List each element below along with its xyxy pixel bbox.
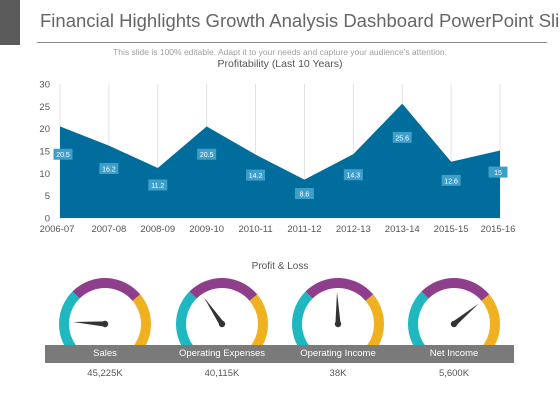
gauge-needle-hub — [101, 320, 109, 328]
gauges-title: Profit & Loss — [251, 261, 309, 272]
gauge-label: Operating Expenses — [162, 345, 282, 363]
data-label-text: 20.5 — [200, 152, 214, 159]
gauge-segment-low — [176, 291, 197, 352]
x-tick-label: 2010-11 — [238, 224, 272, 235]
gauge-segment-high — [479, 294, 500, 352]
x-tick-label: 2015-15 — [434, 224, 469, 235]
gauge-needle-hub — [218, 320, 226, 328]
data-label-text: 12.6 — [444, 178, 458, 185]
title-underline — [37, 42, 547, 43]
gauge-value: 5,600K — [438, 368, 470, 379]
gauge-operating-expenses: Operating Expenses 40,115K — [162, 272, 282, 382]
data-label: 15 — [488, 166, 508, 178]
data-label-box — [148, 179, 168, 191]
title-accent-bar — [0, 0, 20, 45]
gauge-needle — [452, 303, 479, 327]
x-tick-label: 2008-09 — [140, 224, 175, 235]
y-tick-label: 5 — [45, 191, 50, 202]
x-tick-label: 2007-08 — [91, 224, 126, 235]
gauge-dial — [408, 278, 500, 352]
data-label-text: 14.2 — [249, 173, 263, 180]
gauge-segment-mid — [72, 278, 141, 301]
gauge-needle — [204, 297, 225, 326]
gauge-operating-income: Operating Income 38K — [278, 272, 398, 382]
gauge-segment-mid — [421, 278, 490, 301]
data-label: 14.3 — [343, 169, 363, 181]
gauge-segment-high — [130, 294, 151, 352]
x-tick-label: 2015-16 — [481, 224, 516, 235]
data-label-box — [488, 166, 508, 178]
gauge-needle — [73, 321, 106, 327]
data-label: 20.5 — [197, 148, 217, 160]
gauge-segment-low — [59, 291, 80, 352]
y-tick-label: 0 — [45, 214, 50, 225]
x-tick-label: 2009-10 — [189, 224, 224, 235]
area-chart-title: Profitability (Last 10 Years) — [217, 58, 343, 70]
gauge-value: 40,115K — [204, 368, 240, 379]
data-label-text: 25.6 — [395, 135, 409, 142]
data-label-box — [392, 131, 412, 143]
gauge-needle-hub — [334, 320, 342, 328]
gauge-value: 45,225K — [87, 368, 123, 379]
y-tick-label: 20 — [39, 124, 50, 135]
data-label-box — [99, 162, 119, 174]
gauge-label: Net Income — [394, 345, 514, 363]
gauge-net-income: Net Income 5,600K — [394, 272, 514, 382]
gauge-dial — [176, 278, 268, 352]
x-tick-label: 2013-14 — [385, 224, 420, 235]
data-label: 20.5 — [53, 148, 73, 160]
slide-title: Financial Highlights Growth Analysis Das… — [40, 10, 560, 31]
y-tick-label: 10 — [39, 169, 50, 180]
slide-subtitle: This slide is 100% editable. Adapt it to… — [113, 47, 447, 57]
data-label: 11.2 — [148, 179, 168, 191]
gauge-segment-high — [363, 294, 384, 352]
x-tick-label: 2011-12 — [287, 224, 321, 235]
profitability-area — [60, 103, 500, 218]
gauge-sales: Sales 45,225K — [45, 272, 165, 382]
data-label-box — [343, 169, 363, 181]
y-tick-label: 25 — [39, 102, 50, 113]
data-label-text: 16.2 — [102, 166, 116, 173]
data-label-box — [294, 188, 314, 200]
data-label: 8.6 — [294, 188, 314, 200]
gauge-segment-low — [292, 291, 313, 352]
data-label: 12.6 — [441, 174, 461, 186]
data-label-box — [246, 169, 266, 181]
x-tick-label: 2012-13 — [336, 224, 371, 235]
x-tick-label: 2006-07 — [40, 224, 75, 235]
data-label-text: 11.2 — [151, 183, 164, 190]
data-label-text: 14.3 — [347, 173, 361, 180]
data-label-box — [441, 174, 461, 186]
gauge-segment-high — [247, 294, 268, 352]
gauge-label: Sales — [45, 345, 165, 363]
gauge-segment-mid — [305, 278, 374, 301]
gauge-value: 38K — [329, 368, 347, 379]
data-label: 16.2 — [99, 162, 119, 174]
y-tick-label: 30 — [39, 80, 50, 91]
gauge-dial — [59, 278, 151, 352]
y-tick-label: 15 — [39, 147, 50, 158]
gauge-dial — [292, 278, 384, 352]
gauge-needle — [335, 292, 341, 325]
gauge-needle-hub — [450, 320, 458, 328]
gauge-segment-low — [408, 291, 429, 352]
gauge-label: Operating Income — [278, 345, 398, 363]
data-label-text: 15 — [494, 170, 502, 177]
profitability-area-chart: 0 5 10 15 20 25 30 2006-07 2007-08 2008-09 2009-10… — [39, 80, 516, 236]
data-label-text: 8.6 — [300, 192, 310, 199]
data-label: 25.6 — [392, 131, 412, 143]
data-label-box — [197, 148, 217, 160]
data-label-box — [53, 148, 73, 160]
data-label: 14.2 — [246, 169, 266, 181]
gauge-segment-mid — [189, 278, 258, 301]
data-label-text: 20.5 — [56, 152, 70, 159]
